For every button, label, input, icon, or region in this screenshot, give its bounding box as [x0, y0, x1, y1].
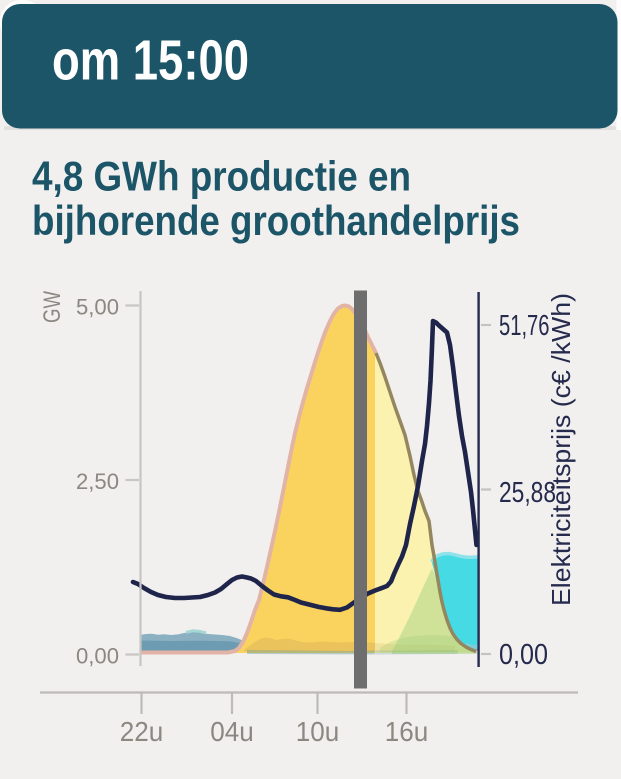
svg-text:0,00: 0,00 [499, 639, 548, 671]
svg-text:GW: GW [39, 291, 66, 323]
svg-text:Elektriciteitsprijs (c€ /kWh): Elektriciteitsprijs (c€ /kWh) [546, 293, 576, 606]
svg-text:16u: 16u [385, 716, 429, 747]
svg-text:bijhorende groothandelprijs: bijhorende groothandelprijs [32, 197, 520, 244]
svg-text:2,50: 2,50 [76, 469, 119, 494]
svg-text:0,00: 0,00 [76, 644, 119, 669]
svg-text:51,76: 51,76 [499, 310, 550, 342]
svg-text:5,00: 5,00 [76, 295, 119, 320]
svg-text:10u: 10u [296, 716, 340, 747]
svg-text:04u: 04u [210, 716, 254, 747]
svg-text:4,8 GWh productie en: 4,8 GWh productie en [32, 153, 411, 200]
svg-text:om 15:00: om 15:00 [52, 29, 249, 93]
svg-text:22u: 22u [120, 716, 164, 747]
svg-text:25,88: 25,88 [499, 477, 556, 509]
